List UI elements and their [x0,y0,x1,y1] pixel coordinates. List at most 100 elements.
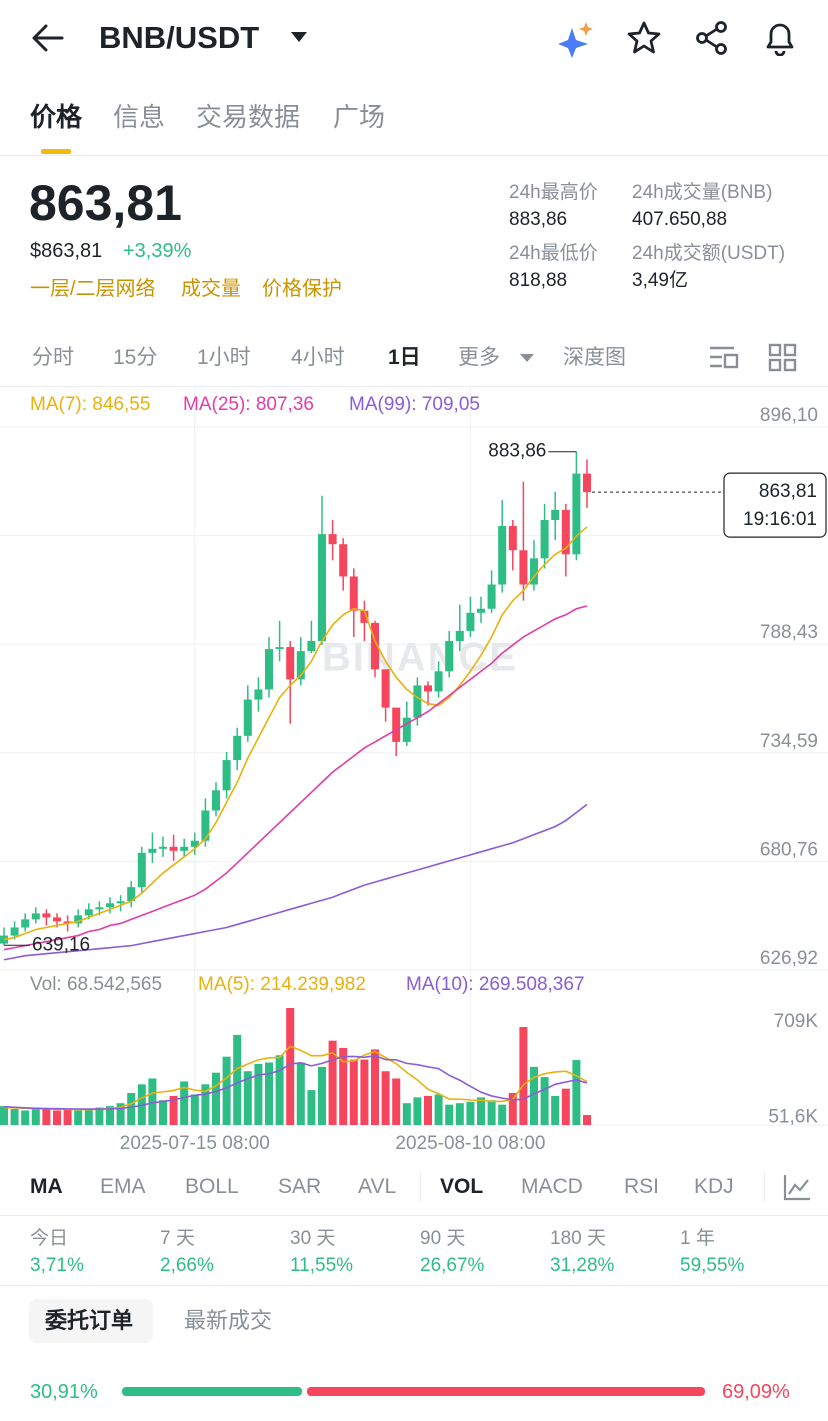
candle-body [381,669,390,708]
vol-tick-label: 51,6K [768,1107,818,1128]
candle-body [561,509,570,555]
volume-bar [530,1066,538,1125]
volume-bar [265,1062,273,1125]
volume-bar [106,1106,114,1125]
period-change: 3,71% [30,1255,84,1276]
indicator[interactable]: KDJ [694,1175,734,1198]
volume-bar [519,1027,528,1125]
candle-body [10,927,19,936]
period-label: 180 天 [550,1228,606,1249]
candle-body [392,707,401,742]
candle-body [572,473,581,555]
volume-bar [413,1097,422,1125]
tab[interactable]: 信息 [113,102,166,132]
share-icon[interactable] [694,20,730,56]
timeframe[interactable]: 深度图 [563,346,626,369]
timeframe-active[interactable]: 1日 [388,346,421,369]
more-dropdown[interactable] [519,352,535,364]
period-label: 30 天 [290,1228,336,1249]
indicator-settings-icon[interactable] [782,1172,812,1202]
candle-body [424,685,432,692]
tab-active[interactable]: 价格 [30,102,83,132]
divider [420,1172,421,1202]
candle-body [254,689,263,700]
candle-body [127,887,136,902]
vol-ma-line [3,1054,588,1110]
y-tick-label: 626,92 [760,948,818,969]
price-tag-time: 19:16:01 [743,509,817,530]
period-change: 26,67% [420,1255,485,1276]
indicator-active[interactable]: MA [30,1175,63,1198]
link[interactable]: 一层/二层网络 [30,278,156,300]
y-tick-label: 896,10 [760,405,818,426]
volume-bar [148,1078,157,1125]
candle-body [466,612,475,631]
candle-body [53,917,61,922]
candle-body [583,473,591,493]
candle-body [349,576,358,611]
period-change: 2,66% [160,1255,214,1276]
volume-bar [127,1093,136,1125]
candle-body [190,840,199,847]
candle-body [508,526,517,551]
link[interactable]: 价格保护 [262,278,342,300]
volume-bar [233,1034,242,1125]
symbol-dropdown[interactable] [290,30,308,44]
volume-bar [371,1049,379,1125]
candle-body [148,848,157,853]
indicator[interactable]: EMA [100,1175,146,1198]
indicator[interactable]: AVL [358,1175,397,1198]
volume-bar [508,1093,517,1125]
tab[interactable]: 交易数据 [196,102,301,132]
indicator[interactable]: MACD [521,1175,583,1198]
candle-body [286,647,295,680]
candle-body [84,909,93,916]
vol-tick-label: 709K [774,1011,819,1032]
timeframe[interactable]: 更多 [458,346,500,369]
layout-icon[interactable] [768,343,798,373]
timeframe[interactable]: 分时 [32,346,74,369]
volume-bar [42,1109,51,1125]
back-button[interactable] [30,22,66,54]
volume-bar [339,1047,348,1125]
price-tag-box [723,472,827,538]
favorite-icon[interactable] [626,20,662,56]
indicator[interactable]: BOLL [185,1175,239,1198]
volume-bar [561,1088,570,1125]
indicator[interactable]: RSI [624,1175,660,1198]
ma-legend: MA(25): 807,36 [183,394,314,415]
order-tab-active[interactable]: 委托订单 [45,1308,134,1333]
ai-icon[interactable] [556,20,596,58]
timeframe[interactable]: 15分 [113,346,158,369]
volume-bar [540,1077,549,1125]
vol-ma-legend: MA(5): 214.239,982 [198,974,366,995]
candle-body [265,649,273,690]
indicator[interactable]: SAR [278,1175,322,1198]
candle-body [233,735,242,761]
volume-bar [572,1060,581,1125]
y-tick-label: 680,76 [760,839,818,860]
ma-line [3,526,588,941]
volume-bar [169,1095,178,1125]
order-tab[interactable]: 最新成交 [184,1308,273,1333]
divider [0,386,828,387]
volume-bar [445,1104,454,1125]
alert-icon[interactable] [762,20,798,56]
indicator-active[interactable]: VOL [440,1175,484,1198]
tab[interactable]: 广场 [333,102,386,132]
candle-body [74,915,83,924]
volume-bar [381,1071,390,1125]
volume-bar [318,1066,326,1125]
timeframe[interactable]: 1小时 [197,346,251,369]
volume-bar [477,1097,485,1125]
settings-icon[interactable] [708,343,740,373]
candle-body [42,913,51,918]
symbol[interactable]: BNB/USDT [99,20,260,55]
last-price: 863,81 [29,175,182,231]
timeframe[interactable]: 4小时 [291,346,345,369]
watermark: BINANCE [322,636,518,680]
volume-bar [21,1110,30,1125]
link[interactable]: 成交量 [181,278,241,300]
candle-body [487,584,496,609]
